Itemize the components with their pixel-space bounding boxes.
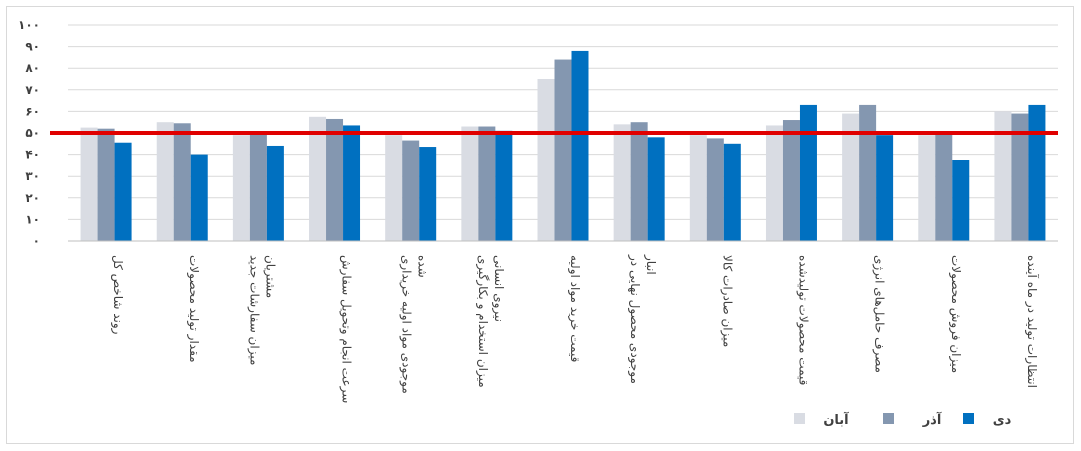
category-label-line: مقدار تولید محصولات — [186, 255, 201, 363]
legend-label: دی — [993, 413, 1012, 428]
bar — [842, 113, 860, 241]
bar — [706, 138, 724, 241]
legend-item: دی — [963, 413, 1012, 428]
bar — [495, 130, 513, 241]
category-label-line: مشتریان — [262, 255, 277, 298]
bar — [249, 133, 267, 241]
bar — [765, 125, 783, 241]
category-label: میزان فروش محصولات — [948, 255, 963, 373]
bar — [571, 50, 589, 241]
category-label-line: میزان فروش محصولات — [948, 255, 963, 373]
category-label-line: سرعت انجام وتحویل سفارش — [339, 255, 354, 403]
category-label: انتظارات تولید در ماه آینده — [1024, 255, 1040, 388]
bar — [935, 134, 953, 241]
bar — [630, 122, 648, 241]
bar — [994, 111, 1012, 242]
bar — [952, 160, 970, 241]
y-tick-label: ۸۰ — [25, 61, 40, 75]
bar — [190, 154, 208, 241]
category-label: میزان استخدام و بکارگیری نیروی انسانی — [475, 255, 506, 388]
bar — [537, 79, 555, 241]
y-tick-label: ۳۰ — [25, 169, 40, 183]
bars — [80, 50, 1046, 242]
bar — [613, 124, 631, 241]
legend-swatch — [963, 413, 974, 424]
legend-swatch — [794, 413, 805, 424]
category-label: مصرف حامل‌های انرژی — [872, 255, 887, 373]
category-label: قیمت خرید مواد اولیه — [567, 255, 582, 362]
bar — [232, 135, 250, 241]
y-tick-label: ۱۰ — [25, 212, 40, 226]
category-labels: روند شاخص کل مقدار تولید محصولات میزان سفا… — [110, 254, 1040, 403]
category-label: موجودی محصول نهایی در انبار — [627, 254, 658, 384]
bar — [1028, 104, 1046, 241]
y-tick-label: ۹۰ — [25, 40, 40, 54]
bar — [689, 135, 707, 241]
bar — [266, 145, 284, 241]
bar — [80, 127, 98, 241]
bar — [419, 147, 437, 241]
bar — [647, 137, 665, 241]
y-tick-label: ۰ — [33, 234, 40, 248]
category-label-line: شده — [416, 255, 430, 278]
y-axis-ticks: ۰ ۱۰ ۲۰ ۳۰ ۴۰ ۵۰ ۶۰ ۷۰ ۸۰ ۹۰ ۱۰۰ — [18, 18, 40, 248]
category-label-line: میزان صادرات کالا — [719, 255, 734, 347]
category-label-line: انتظارات تولید در ماه آینده — [1024, 255, 1040, 388]
category-label: قیمت محصولات تولیدشده — [795, 255, 810, 385]
legend: آبان آذر دی — [794, 411, 1012, 428]
bar — [326, 118, 344, 241]
category-label-line: نیروی انسانی — [491, 255, 506, 322]
y-tick-label: ۵۰ — [25, 126, 40, 140]
bar — [461, 126, 479, 241]
bar — [876, 135, 894, 241]
bar — [918, 135, 936, 241]
category-label: سرعت انجام وتحویل سفارش — [339, 255, 354, 403]
bar — [782, 120, 800, 241]
legend-swatch — [883, 413, 894, 424]
category-label: مقدار تولید محصولات — [186, 255, 201, 363]
y-tick-label: ۱۰۰ — [18, 18, 40, 32]
category-label-line: قیمت محصولات تولیدشده — [795, 255, 810, 385]
category-label: میزان سفارشات جدید مشتریان — [246, 255, 277, 365]
category-label-line: میزان سفارشات جدید — [246, 255, 261, 365]
y-tick-label: ۶۰ — [25, 104, 40, 118]
y-tick-label: ۴۰ — [25, 148, 40, 162]
bar — [114, 142, 132, 241]
bar — [554, 59, 572, 242]
bar — [97, 128, 115, 241]
y-tick-label: ۷۰ — [25, 83, 40, 97]
bar — [343, 125, 361, 241]
legend-item: آبان — [794, 411, 849, 428]
category-label-line: موجودی مواد اولیه خریداری — [399, 255, 414, 394]
bar — [385, 135, 403, 241]
category-label-line: مصرف حامل‌های انرژی — [872, 255, 887, 373]
legend-label: آذر — [922, 411, 942, 428]
category-label-line: میزان استخدام و بکارگیری — [475, 255, 490, 388]
category-label: میزان صادرات کالا — [719, 255, 734, 347]
bar — [799, 104, 817, 241]
category-label-line: روند شاخص کل — [110, 255, 125, 335]
legend-label: آبان — [823, 411, 849, 428]
category-label-line: انبار — [643, 254, 658, 275]
legend-item: آذر — [883, 411, 942, 428]
category-label-line: قیمت خرید مواد اولیه — [567, 255, 582, 362]
bar — [156, 122, 174, 241]
bar — [723, 143, 741, 241]
bar — [402, 140, 420, 241]
bar — [478, 126, 496, 241]
bar — [309, 116, 327, 241]
bar — [1011, 113, 1029, 241]
bar — [173, 123, 191, 241]
category-label: روند شاخص کل — [110, 255, 125, 335]
category-label-line: موجودی محصول نهایی در — [627, 254, 642, 384]
bar — [859, 104, 877, 241]
category-label: موجودی مواد اولیه خریداری شده — [399, 255, 430, 394]
y-tick-label: ۲۰ — [25, 191, 40, 205]
